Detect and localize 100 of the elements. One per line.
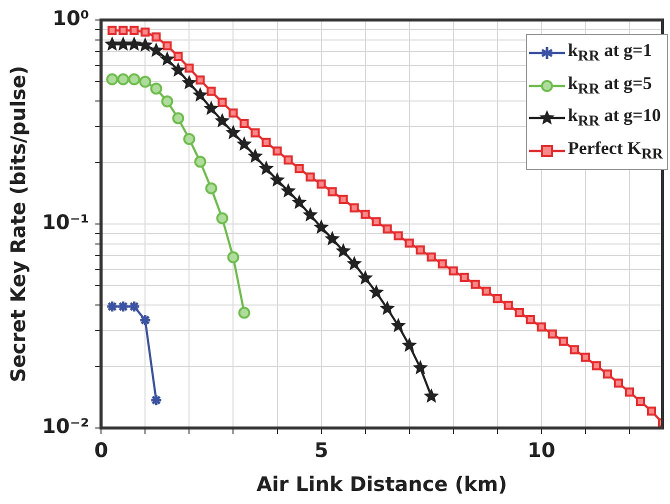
point — [104, 36, 120, 51]
point — [448, 266, 458, 276]
point — [368, 284, 384, 299]
point — [438, 259, 447, 268]
point — [404, 238, 414, 248]
y-axis-title: Secret Key Rate (bits/pulse) — [6, 66, 30, 382]
y-tick-label: 10⁻² — [42, 414, 90, 438]
point — [161, 95, 174, 108]
point — [382, 224, 392, 234]
point — [139, 76, 152, 88]
point — [372, 217, 381, 226]
point — [116, 36, 131, 51]
point — [150, 82, 162, 95]
point — [152, 32, 161, 42]
point — [118, 26, 128, 35]
point — [636, 396, 646, 406]
point — [196, 75, 205, 85]
point — [148, 42, 164, 57]
legend-label: k$_{RR}$ at g=10 — [568, 104, 661, 132]
point — [174, 52, 183, 61]
point — [258, 160, 274, 176]
y-tick-label: 10⁻¹ — [42, 210, 90, 234]
x-tick-label: 10 — [528, 438, 556, 462]
point — [536, 322, 546, 332]
point — [514, 308, 524, 318]
point — [214, 112, 230, 128]
y-tick-label: 10⁰ — [52, 6, 90, 30]
point — [470, 280, 480, 289]
point — [272, 146, 282, 156]
point — [360, 210, 370, 219]
point — [350, 203, 359, 212]
point — [227, 251, 240, 264]
point — [205, 182, 218, 194]
point — [160, 51, 175, 66]
point — [358, 270, 373, 285]
point — [172, 112, 184, 124]
point — [130, 26, 139, 35]
point — [646, 406, 656, 416]
legend-label: k$_{RR}$ at g=5 — [568, 72, 652, 100]
point — [482, 286, 491, 296]
point — [138, 37, 153, 52]
point — [394, 231, 403, 240]
point — [126, 36, 142, 51]
point — [150, 394, 162, 406]
x-axis-title: Air Link Distance (km) — [256, 472, 508, 496]
point — [624, 388, 634, 397]
point — [314, 219, 329, 234]
point — [106, 300, 118, 313]
point — [316, 180, 326, 189]
point — [194, 156, 206, 168]
point — [170, 62, 186, 77]
point — [402, 337, 417, 352]
point — [182, 74, 197, 90]
x-tick-label: 0 — [94, 438, 108, 462]
point — [236, 136, 252, 151]
x-tick-label: 5 — [314, 438, 328, 462]
point — [328, 187, 337, 196]
point — [292, 194, 307, 209]
point — [592, 361, 601, 370]
point — [302, 206, 318, 222]
legend-label: k$_{RR}$ at g=1 — [568, 39, 652, 67]
point — [580, 352, 590, 362]
point — [192, 87, 208, 102]
point — [570, 345, 579, 354]
point — [338, 194, 348, 204]
point — [138, 314, 152, 326]
point — [204, 100, 219, 116]
point — [324, 230, 340, 246]
point — [248, 148, 263, 163]
point — [106, 73, 118, 86]
point — [426, 252, 436, 262]
point — [226, 124, 241, 140]
point — [424, 388, 439, 403]
point — [504, 300, 513, 310]
point — [117, 73, 130, 86]
point — [284, 155, 293, 165]
point — [206, 86, 216, 96]
point — [336, 243, 351, 258]
point — [140, 28, 150, 37]
point — [183, 133, 196, 146]
point — [416, 245, 425, 254]
point — [558, 336, 568, 346]
point — [346, 256, 362, 270]
point — [280, 183, 296, 198]
point — [390, 318, 406, 332]
point — [492, 294, 502, 304]
point — [526, 315, 535, 324]
point — [460, 272, 469, 282]
point — [380, 300, 395, 316]
point — [250, 128, 260, 138]
point — [614, 378, 624, 388]
point — [240, 118, 249, 128]
point — [184, 64, 194, 73]
point — [548, 329, 557, 339]
point — [294, 164, 304, 174]
point — [262, 138, 271, 147]
point — [128, 73, 140, 86]
point — [162, 41, 172, 50]
point — [228, 108, 238, 118]
point — [270, 172, 285, 187]
